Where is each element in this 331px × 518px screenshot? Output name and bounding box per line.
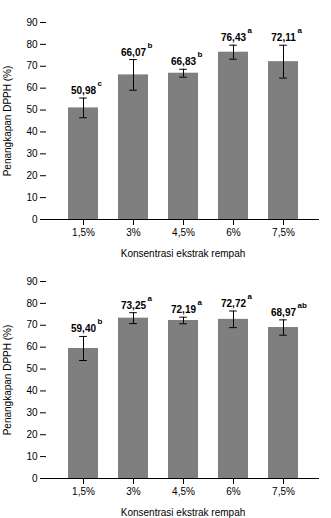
svg-text:30: 30 <box>26 148 38 159</box>
svg-text:90: 90 <box>26 17 38 28</box>
svg-text:a: a <box>148 294 153 303</box>
svg-text:20: 20 <box>26 170 38 181</box>
svg-text:10: 10 <box>26 192 38 203</box>
svg-text:7,5%: 7,5% <box>272 486 295 497</box>
svg-text:a: a <box>248 26 253 35</box>
svg-text:60: 60 <box>26 82 38 93</box>
svg-text:73,25: 73,25 <box>121 300 146 311</box>
svg-text:Penangkapan DPPH (%): Penangkapan DPPH (%) <box>2 325 13 436</box>
svg-text:90: 90 <box>26 276 38 287</box>
svg-text:66,83: 66,83 <box>171 56 196 67</box>
svg-text:10: 10 <box>26 451 38 462</box>
svg-text:80: 80 <box>26 39 38 50</box>
svg-text:3%: 3% <box>126 227 141 238</box>
svg-text:4,5%: 4,5% <box>172 227 195 238</box>
svg-text:6%: 6% <box>226 227 241 238</box>
svg-text:70: 70 <box>26 60 38 71</box>
svg-text:72,72: 72,72 <box>221 298 246 309</box>
svg-text:a: a <box>198 298 203 307</box>
svg-text:0: 0 <box>32 214 38 225</box>
svg-text:b: b <box>198 50 203 59</box>
svg-text:40: 40 <box>26 385 38 396</box>
svg-text:72,19: 72,19 <box>171 304 196 315</box>
svg-text:40: 40 <box>26 126 38 137</box>
svg-text:76,43: 76,43 <box>221 32 246 43</box>
svg-text:80: 80 <box>26 298 38 309</box>
svg-text:b: b <box>98 317 103 326</box>
svg-text:a: a <box>298 26 303 35</box>
svg-text:Konsentrasi ekstrak rempah: Konsentrasi ekstrak rempah <box>121 248 246 259</box>
svg-text:50,98: 50,98 <box>71 85 96 96</box>
svg-text:Konsentrasi ekstrak rempah: Konsentrasi ekstrak rempah <box>121 507 246 518</box>
svg-text:70: 70 <box>26 319 38 330</box>
svg-text:7,5%: 7,5% <box>272 227 295 238</box>
svg-text:0: 0 <box>32 473 38 484</box>
svg-text:a: a <box>248 292 253 301</box>
svg-text:50: 50 <box>26 363 38 374</box>
svg-text:20: 20 <box>26 429 38 440</box>
svg-text:60: 60 <box>26 341 38 352</box>
svg-text:b: b <box>148 41 153 50</box>
svg-text:1,5%: 1,5% <box>72 486 95 497</box>
svg-text:30: 30 <box>26 407 38 418</box>
svg-text:72,11: 72,11 <box>271 32 296 43</box>
svg-text:1,5%: 1,5% <box>72 227 95 238</box>
svg-text:66,07: 66,07 <box>121 47 146 58</box>
svg-text:Penangkapan DPPH (%): Penangkapan DPPH (%) <box>2 66 13 177</box>
svg-text:3%: 3% <box>126 486 141 497</box>
svg-text:68,97: 68,97 <box>271 307 296 318</box>
svg-text:4,5%: 4,5% <box>172 486 195 497</box>
svg-text:ab: ab <box>298 301 307 310</box>
svg-text:59,40: 59,40 <box>71 323 96 334</box>
svg-text:c: c <box>98 79 103 88</box>
svg-text:6%: 6% <box>226 486 241 497</box>
svg-text:50: 50 <box>26 104 38 115</box>
